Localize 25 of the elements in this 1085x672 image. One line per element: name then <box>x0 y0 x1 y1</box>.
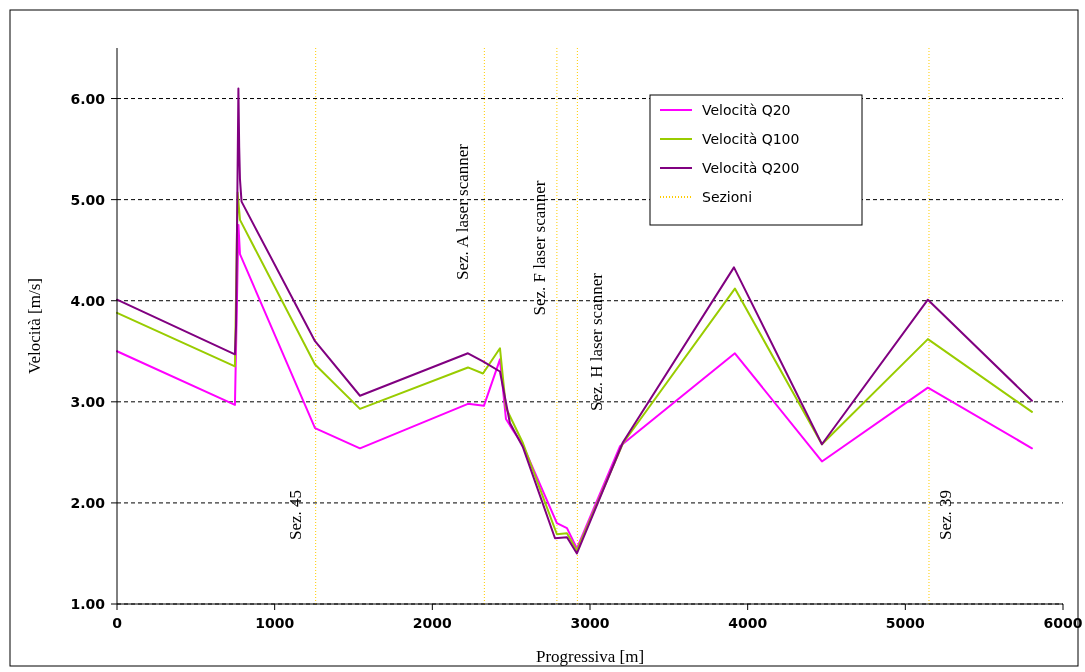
ref-line-label: Sez. H laser scanner <box>586 272 606 411</box>
x-tick-label: 1000 <box>255 615 295 631</box>
y-tick-label: 3.00 <box>70 393 106 410</box>
y-axis-title: Velocità [m/s] <box>25 278 44 374</box>
legend-label: Velocità Q20 <box>702 102 791 118</box>
y-tick-label: 6.00 <box>70 90 106 107</box>
x-tick-label: 0 <box>112 615 123 631</box>
x-tick-label: 4000 <box>728 615 768 631</box>
x-tick-label: 5000 <box>885 615 926 631</box>
x-axis-title: Progressiva [m] <box>535 647 645 666</box>
ref-line-label: Sez. F laser scanner <box>530 180 550 316</box>
line-series <box>116 87 1033 555</box>
ref-line-label: Sez. 45 <box>286 489 306 541</box>
legend-label: Velocità Q100 <box>702 131 800 147</box>
x-tick-label: 6000 <box>1043 615 1083 631</box>
y-tick-label: 2.00 <box>70 494 106 511</box>
ref-line-label: Sez. A laser scanner <box>452 143 472 280</box>
y-tick-label: 1.00 <box>70 596 106 612</box>
y-tick-label: 5.00 <box>70 191 106 208</box>
y-tick-label: 4.00 <box>70 292 106 309</box>
x-tick-label: 2000 <box>412 615 453 631</box>
x-tick-label: 3000 <box>570 615 610 631</box>
legend-label: Velocità Q200 <box>702 160 800 176</box>
legend-title: Sezioni <box>702 189 753 205</box>
ref-line-label: Sez. 39 <box>936 489 956 541</box>
